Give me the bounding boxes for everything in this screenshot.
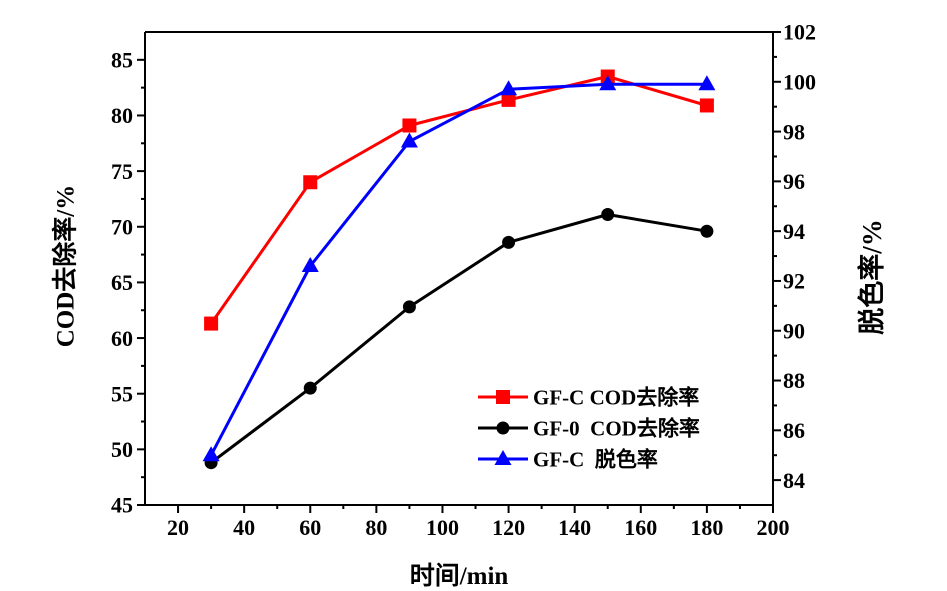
series-3-point xyxy=(202,446,220,462)
series-1-line xyxy=(209,75,708,325)
legend-item: GF-0 COD去除率 xyxy=(478,416,700,440)
right-y-tick-label: 98 xyxy=(783,119,805,144)
right-y-tick-label: 92 xyxy=(783,269,805,294)
legend-marker xyxy=(496,421,510,435)
x-axis-title: 时间/min xyxy=(410,562,509,590)
x-tick-label: 20 xyxy=(167,515,189,540)
series-1-point xyxy=(303,175,318,190)
left-y-axis-title: COD去除率/% xyxy=(51,185,80,348)
left-y-tick-label: 80 xyxy=(111,103,133,128)
x-tick-label: 200 xyxy=(757,515,790,540)
x-tick-label: 140 xyxy=(558,515,591,540)
series-1-point xyxy=(204,316,219,331)
left-y-tick-label: 75 xyxy=(111,159,133,184)
left-y-tick-label: 65 xyxy=(111,270,133,295)
series-3-point xyxy=(400,132,418,148)
right-y-tick-label: 90 xyxy=(783,318,805,343)
legend-label: GF-C 脱色率 xyxy=(533,447,658,471)
right-y-axis-title: 脱色率/% xyxy=(856,219,887,335)
series-1-point xyxy=(402,118,417,133)
series-3-point xyxy=(599,75,617,91)
x-tick-label: 60 xyxy=(299,515,321,540)
series-3-point xyxy=(698,75,716,91)
right-y-tick-label: 94 xyxy=(783,219,805,244)
series-3-line xyxy=(209,82,707,456)
series-2-point xyxy=(502,235,516,249)
legend-label: GF-0 COD去除率 xyxy=(533,416,700,440)
series-2-line xyxy=(210,213,708,464)
series-layer xyxy=(202,69,716,470)
left-y-tick-label: 45 xyxy=(111,493,133,518)
right-y-tick-label: 86 xyxy=(783,418,805,443)
right-y-tick-label: 88 xyxy=(783,368,805,393)
right-y-tick-label: 102 xyxy=(783,20,816,45)
right-y-tick-label: 96 xyxy=(783,169,805,194)
x-tick-label: 160 xyxy=(624,515,657,540)
left-y-tick-label: 85 xyxy=(111,48,133,73)
legend-marker xyxy=(496,390,510,404)
series-1-point xyxy=(699,98,714,113)
x-tick-label: 100 xyxy=(426,515,459,540)
series-2-point xyxy=(402,300,416,314)
series-2-point xyxy=(601,208,615,222)
legend-marker xyxy=(494,450,512,465)
legend-label: GF-C COD去除率 xyxy=(533,385,699,409)
series-2-point xyxy=(303,381,317,395)
series-2-point xyxy=(700,224,714,238)
series-1-point xyxy=(501,92,516,107)
x-tick-label: 180 xyxy=(690,515,723,540)
right-y-tick-label: 100 xyxy=(783,69,816,94)
legend-item: GF-C 脱色率 xyxy=(478,447,658,471)
x-tick-label: 40 xyxy=(233,515,255,540)
left-y-tick-label: 70 xyxy=(111,214,133,239)
axis-ticks: 20 40 60 80 100 120 140 160 180 200 45 50 55 60 65 70 75… xyxy=(111,20,816,540)
right-y-tick-label: 84 xyxy=(783,468,805,493)
x-tick-label: 80 xyxy=(365,515,387,540)
series-3-point xyxy=(500,80,518,96)
x-tick-label: 120 xyxy=(492,515,525,540)
left-y-tick-label: 60 xyxy=(111,326,133,351)
legend-item: GF-C COD去除率 xyxy=(478,385,699,409)
series-3-point xyxy=(301,257,319,273)
left-y-tick-label: 50 xyxy=(111,437,133,462)
left-y-tick-label: 55 xyxy=(111,381,133,406)
legend: GF-C COD去除率 GF-0 COD去除率 GF-C 脱色率 xyxy=(478,385,700,471)
